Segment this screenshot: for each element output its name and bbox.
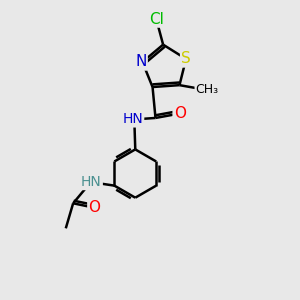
Text: Cl: Cl xyxy=(149,11,164,26)
Text: HN: HN xyxy=(81,175,102,189)
Text: O: O xyxy=(88,200,100,215)
Text: HN: HN xyxy=(122,112,143,126)
Text: S: S xyxy=(181,52,191,67)
Text: CH₃: CH₃ xyxy=(196,83,219,96)
Text: N: N xyxy=(135,55,147,70)
Text: O: O xyxy=(174,106,186,121)
